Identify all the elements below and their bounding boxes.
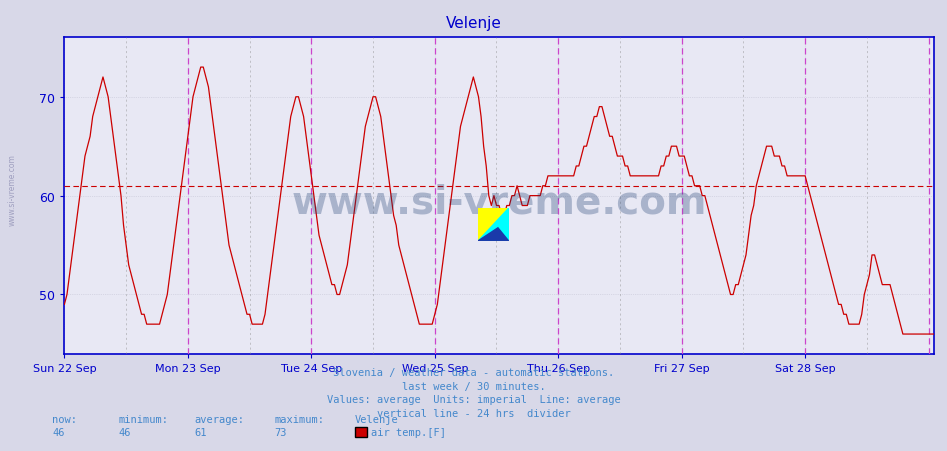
Text: air temp.[F]: air temp.[F] xyxy=(371,427,446,437)
Text: Velenje: Velenje xyxy=(445,16,502,31)
Text: now:: now: xyxy=(52,414,77,424)
Text: vertical line - 24 hrs  divider: vertical line - 24 hrs divider xyxy=(377,408,570,418)
Text: Values: average  Units: imperial  Line: average: Values: average Units: imperial Line: av… xyxy=(327,395,620,405)
Text: 46: 46 xyxy=(52,427,64,437)
Text: Velenje: Velenje xyxy=(355,414,399,424)
Text: 46: 46 xyxy=(118,427,131,437)
Text: minimum:: minimum: xyxy=(118,414,169,424)
Text: maximum:: maximum: xyxy=(275,414,325,424)
Text: last week / 30 minutes.: last week / 30 minutes. xyxy=(402,381,545,391)
Text: www.si-vreme.com: www.si-vreme.com xyxy=(8,153,17,226)
Text: Slovenia / weather data - automatic stations.: Slovenia / weather data - automatic stat… xyxy=(333,368,614,377)
Text: average:: average: xyxy=(194,414,244,424)
Text: www.si-vreme.com: www.si-vreme.com xyxy=(292,184,706,221)
Text: 73: 73 xyxy=(275,427,287,437)
Polygon shape xyxy=(478,209,509,241)
Text: 61: 61 xyxy=(194,427,206,437)
Polygon shape xyxy=(478,209,509,241)
Polygon shape xyxy=(478,228,509,241)
